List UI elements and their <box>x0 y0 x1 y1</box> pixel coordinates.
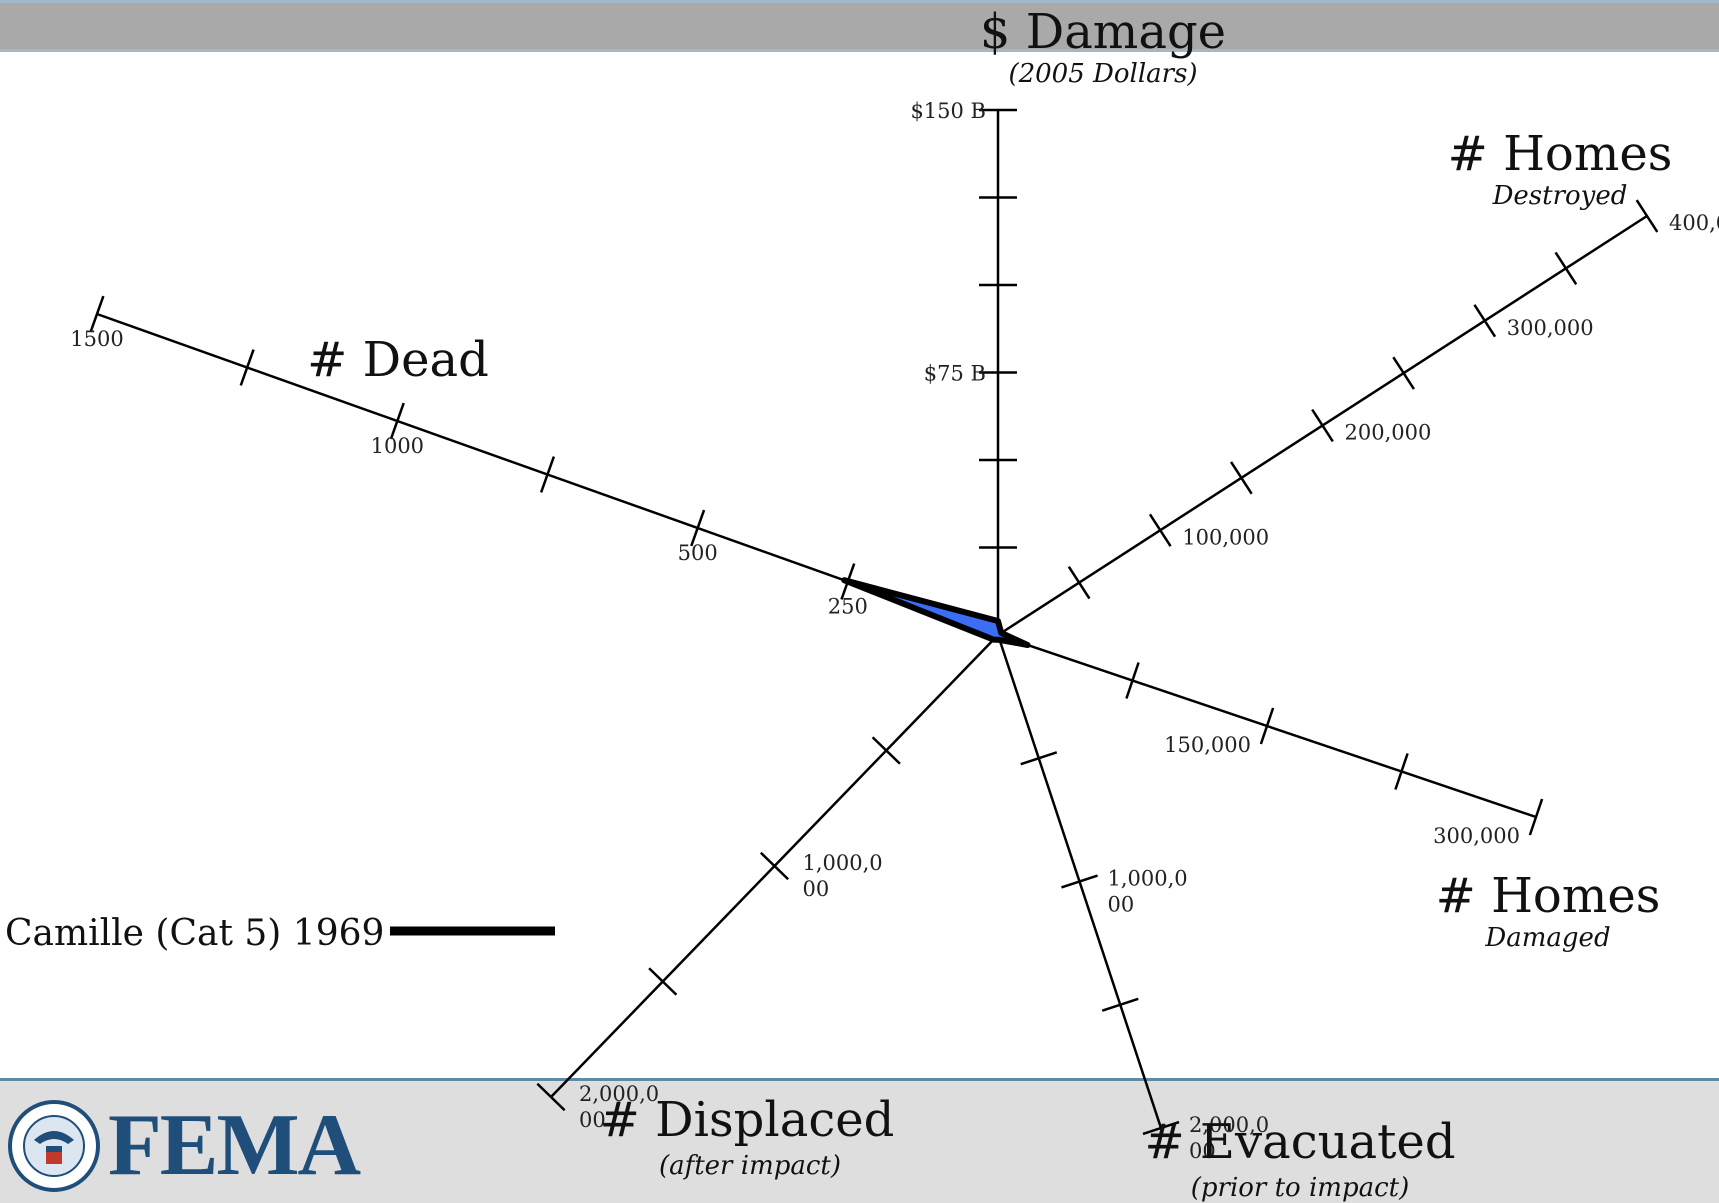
axis-tick-displaced <box>759 851 790 881</box>
axis-tick-homes_damaged <box>1125 662 1140 699</box>
axis-tick-homes_destroyed <box>1554 251 1578 286</box>
axis-tick-homes_destroyed <box>1067 565 1091 600</box>
tick-label-dead: 1000 <box>371 434 424 458</box>
tick-label-homes_damaged: 300,000 <box>1433 824 1520 848</box>
axis-tick-dead <box>690 509 706 547</box>
axis-tick-dead <box>539 456 556 493</box>
axis-tick-evacuated <box>1101 997 1139 1012</box>
axis-subtitle-homes_damaged: Damaged <box>1484 923 1610 953</box>
tick-label-displaced: 2,000,0 00 <box>579 1082 659 1132</box>
axis-tick-displaced <box>648 967 678 996</box>
tick-label-evacuated: 2,000,0 00 <box>1189 1113 1269 1163</box>
axis-tick-displaced <box>536 1082 566 1112</box>
tick-label-damage: $75 B <box>924 362 986 386</box>
series-polygon <box>841 577 1031 648</box>
axis-subtitle-homes_destroyed: Destroyed <box>1492 181 1628 211</box>
axis-tick-dead <box>239 349 255 386</box>
axis-tick-homes_destroyed <box>1473 304 1497 338</box>
tick-label-dead: 500 <box>678 541 718 565</box>
axis-subtitle-damage: (2005 Dollars) <box>1008 59 1197 89</box>
axis-tick-homes_destroyed <box>1148 513 1172 547</box>
axis-tick-homes_damaged <box>1394 753 1409 790</box>
axis-subtitle-displaced: (after impact) <box>659 1151 841 1181</box>
axis-tick-evacuated <box>1142 1120 1180 1136</box>
axis-subtitle-evacuated: (prior to impact) <box>1191 1173 1410 1203</box>
axis-tick-homes_destroyed <box>1311 408 1334 443</box>
axis-title-homes_damaged: # Homes <box>1436 868 1661 924</box>
tick-label-evacuated: 1,000,0 00 <box>1108 867 1188 917</box>
axis-title-displaced: # Displaced <box>600 1092 895 1148</box>
tick-label-damage: $150 B <box>910 99 986 123</box>
axis-tick-homes_destroyed <box>1392 356 1415 390</box>
axis-tick-homes_damaged <box>1259 707 1275 745</box>
tick-label-homes_destroyed: 200,000 <box>1345 421 1432 445</box>
axis-tick-evacuated <box>1020 751 1058 766</box>
axis-tick-homes_destroyed <box>1635 199 1659 233</box>
tick-label-dead: 250 <box>828 595 868 619</box>
tick-label-displaced: 1,000,0 00 <box>803 851 883 901</box>
bottom-footer-bar <box>0 1078 1719 1203</box>
tick-label-dead: 1500 <box>70 327 123 351</box>
axis-title-homes_destroyed: # Homes <box>1448 126 1673 182</box>
tick-label-homes_destroyed: 300,000 <box>1507 316 1594 340</box>
top-header-bar <box>0 0 1719 52</box>
tick-label-homes_damaged: 150,000 <box>1164 733 1251 757</box>
dhs-seal-icon <box>8 1100 100 1192</box>
axis-tick-homes_destroyed <box>1230 461 1253 495</box>
legend-label: Camille (Cat 5) 1969 <box>5 913 384 954</box>
axis-title-dead: # Dead <box>307 332 489 388</box>
axis-tick-displaced <box>871 736 901 765</box>
axis-title-damage: $ Damage <box>980 4 1226 60</box>
axis-tick-dead <box>389 402 405 440</box>
tick-label-homes_destroyed: 400,000 <box>1669 211 1719 235</box>
axis-tick-homes_damaged <box>1528 798 1544 836</box>
tick-label-homes_destroyed: 100,000 <box>1182 525 1269 549</box>
fema-logo-text: FEMA <box>108 1097 361 1194</box>
axis-tick-dead <box>89 295 105 333</box>
axis-tick-evacuated <box>1061 874 1098 889</box>
axis-title-evacuated: # Evacuated <box>1144 1114 1455 1170</box>
